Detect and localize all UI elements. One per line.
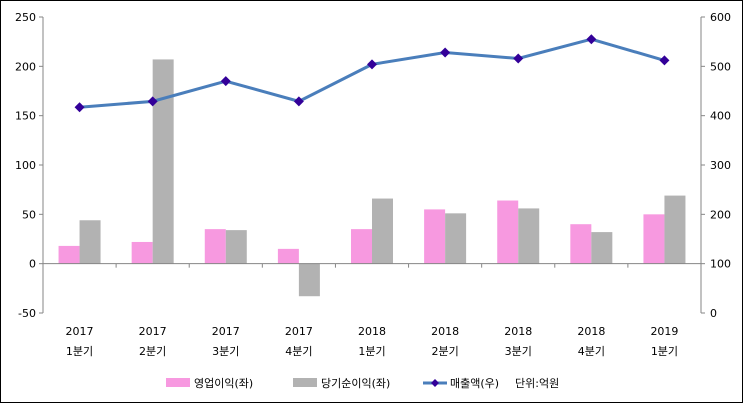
category-year-label: 2018 [577, 325, 605, 338]
category-quarter-label: 2분기 [139, 345, 166, 358]
right-axis-tick-label: 0 [710, 307, 717, 320]
legend-label: 영업이익(좌) [194, 377, 253, 390]
bar-operating-profit [204, 229, 226, 264]
bar-operating-profit [58, 245, 80, 264]
category-quarter-label: 1분기 [358, 345, 385, 358]
left-axis-tick-label: 150 [15, 110, 36, 123]
unit-note: 단위:억원 [515, 377, 559, 390]
revenue-marker [440, 47, 451, 58]
bar-net-income [298, 263, 320, 297]
category-year-label: 2019 [650, 325, 678, 338]
revenue-marker [659, 55, 670, 66]
left-axis-tick-label: 100 [15, 159, 36, 172]
legend-label: 매출액(우) [450, 377, 499, 390]
category-year-label: 2017 [212, 325, 240, 338]
category-quarter-label: 1분기 [66, 345, 93, 358]
bar-net-income [664, 195, 686, 264]
category-quarter-label: 1분기 [651, 345, 678, 358]
category-year-label: 2017 [285, 325, 313, 338]
legend-swatch [293, 378, 317, 387]
right-axis-tick-label: 100 [710, 258, 731, 271]
revenue-marker [586, 34, 597, 45]
category-quarter-label: 4분기 [285, 345, 312, 358]
left-axis-tick-label: 0 [29, 258, 36, 271]
right-axis-tick-label: 500 [710, 60, 731, 73]
bar-net-income [152, 59, 174, 264]
legend-swatch [166, 378, 190, 387]
legend-label: 당기순이익(좌) [321, 377, 390, 390]
bar-operating-profit [277, 248, 299, 264]
revenue-marker [220, 76, 231, 87]
revenue-marker [513, 53, 524, 64]
category-year-label: 2017 [66, 325, 94, 338]
category-year-label: 2018 [431, 325, 459, 338]
right-axis-tick-label: 600 [710, 11, 731, 24]
bar-net-income [225, 230, 247, 264]
left-axis-tick-label: -50 [18, 307, 36, 320]
bar-operating-profit [351, 229, 372, 264]
bar-operating-profit [570, 224, 592, 264]
bar-net-income [79, 220, 101, 264]
revenue-marker [293, 96, 304, 107]
bar-operating-profit [643, 214, 665, 264]
category-quarter-label: 3분기 [505, 345, 532, 358]
bar-operating-profit [131, 241, 153, 264]
category-quarter-label: 3분기 [212, 345, 239, 358]
category-year-label: 2018 [358, 325, 386, 338]
left-axis-tick-label: 200 [15, 60, 36, 73]
bar-operating-profit [497, 200, 519, 264]
revenue-marker [74, 102, 85, 113]
bar-operating-profit [424, 209, 446, 264]
right-axis-tick-label: 200 [710, 208, 731, 221]
category-year-label: 2017 [139, 325, 167, 338]
left-axis-tick-label: 250 [15, 11, 36, 24]
bar-net-income [372, 198, 393, 264]
category-quarter-label: 4분기 [578, 345, 605, 358]
revenue-marker [367, 59, 377, 70]
bar-net-income [445, 213, 467, 264]
bar-net-income [591, 232, 613, 264]
legend-marker [431, 379, 439, 387]
right-axis-tick-label: 300 [710, 159, 731, 172]
left-axis-tick-label: 50 [22, 208, 36, 221]
category-year-label: 2018 [504, 325, 532, 338]
revenue-marker [147, 96, 158, 107]
right-axis-tick-label: 400 [710, 110, 731, 123]
bar-net-income [518, 208, 540, 264]
category-quarter-label: 2분기 [431, 345, 458, 358]
